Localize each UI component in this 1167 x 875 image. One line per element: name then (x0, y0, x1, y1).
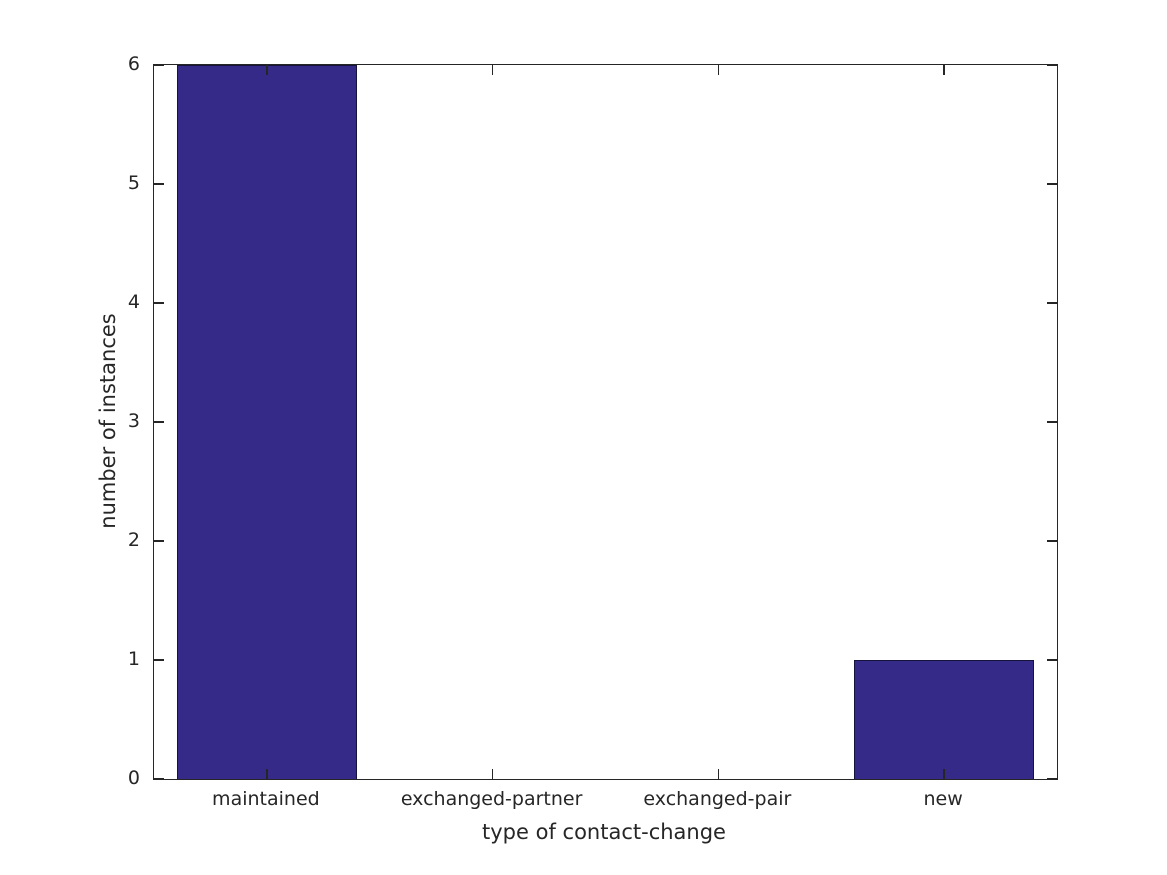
y-tick-mark (154, 659, 164, 661)
x-tick-label-exchanged-partner: exchanged-partner (400, 788, 583, 810)
x-axis-tick-labels: maintained exchanged-partner exchanged-pai… (153, 787, 1056, 813)
x-tick-mark-top (943, 65, 945, 75)
y-tick-mark-right (1047, 778, 1057, 780)
y-tick-mark-right (1047, 183, 1057, 185)
y-tick-mark-right (1047, 302, 1057, 304)
x-tick-mark (717, 769, 720, 779)
y-tick-mark-right (1047, 64, 1057, 66)
x-axis-title: type of contact-change (482, 820, 726, 844)
y-tick-label-6: 6 (127, 53, 140, 75)
x-tick-mark-top (717, 65, 720, 75)
x-tick-label-exchanged-pair: exchanged-pair (643, 788, 792, 810)
y-tick-label-2: 2 (127, 529, 140, 551)
y-tick-mark (154, 540, 164, 542)
y-axis-tick-labels: 0 1 2 3 4 5 6 (0, 53, 140, 789)
y-tick-mark (154, 421, 164, 423)
y-tick-label-3: 3 (127, 410, 140, 432)
y-tick-mark (154, 183, 164, 185)
x-tick-mark-top (266, 65, 268, 75)
y-tick-mark (154, 302, 164, 304)
y-tick-mark (154, 64, 164, 66)
y-tick-mark-right (1047, 540, 1057, 542)
y-tick-label-5: 5 (127, 172, 140, 194)
x-tick-mark (491, 769, 494, 779)
x-tick-label-new: new (923, 788, 963, 810)
y-tick-label-1: 1 (127, 648, 140, 670)
y-tick-mark (154, 778, 164, 780)
y-tick-mark-right (1047, 659, 1057, 661)
x-tick-mark-top (491, 65, 494, 75)
bar-maintained (176, 65, 358, 779)
x-tick-mark (266, 769, 268, 779)
y-tick-mark-right (1047, 421, 1057, 423)
plot-area (153, 64, 1058, 780)
y-axis-title: number of instances (96, 313, 120, 529)
y-tick-label-0: 0 (127, 767, 140, 789)
x-tick-label-maintained: maintained (212, 788, 320, 810)
y-tick-label-4: 4 (127, 291, 140, 313)
x-tick-mark (943, 769, 945, 779)
bar-new (853, 660, 1035, 779)
